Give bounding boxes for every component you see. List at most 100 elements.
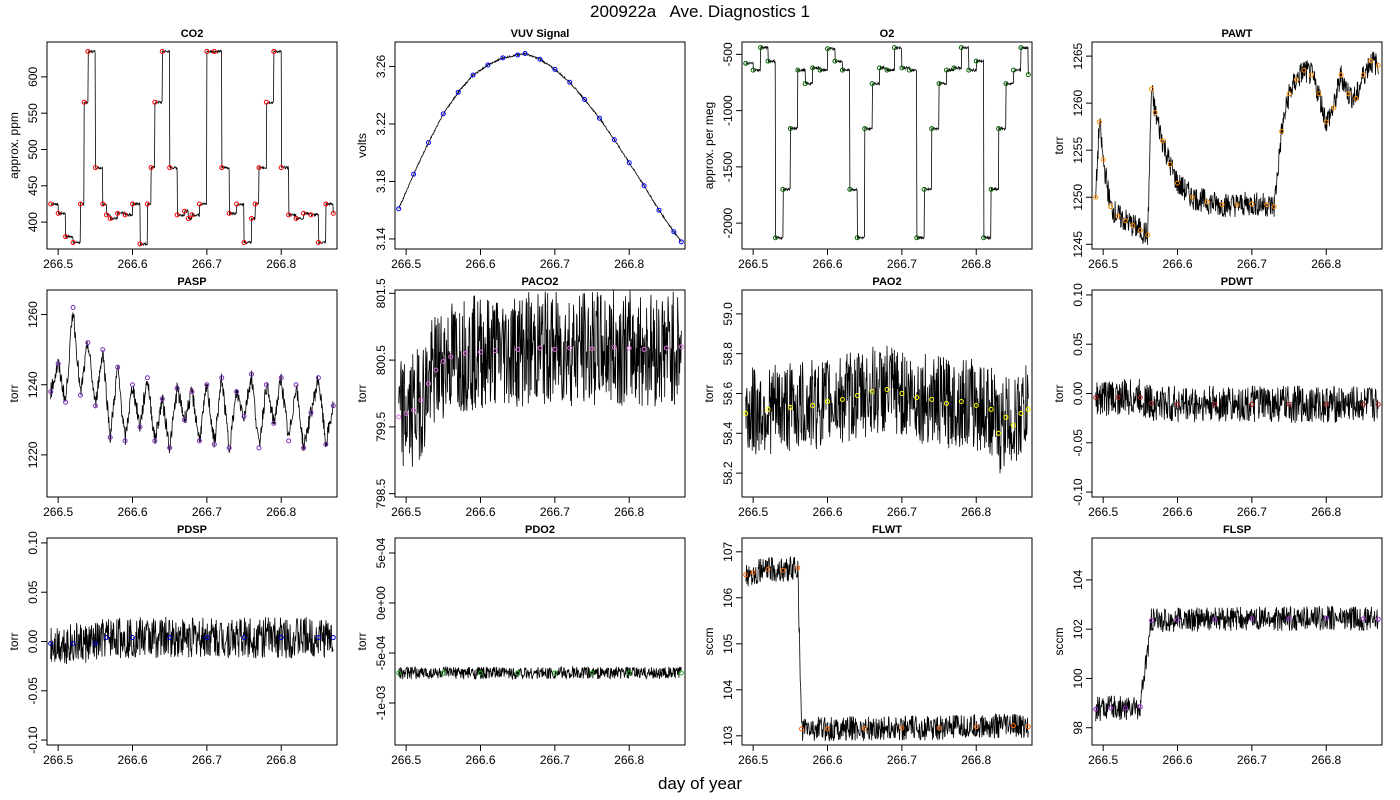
- average-marker: [1148, 86, 1154, 92]
- average-marker: [973, 724, 979, 730]
- raw-data-trace: [1095, 605, 1379, 722]
- average-marker: [678, 670, 684, 676]
- x-tick-label: 266.5: [1088, 257, 1118, 271]
- panel-title: CO2: [181, 28, 204, 40]
- average-marker: [884, 67, 890, 73]
- average-marker: [48, 640, 54, 646]
- plot-area: [396, 51, 684, 245]
- average-marker: [750, 67, 756, 73]
- x-tick-label: 266.7: [1237, 753, 1267, 767]
- average-marker: [522, 51, 528, 56]
- average-marker: [196, 438, 202, 444]
- average-marker: [48, 389, 54, 395]
- raw-data-trace: [745, 45, 1029, 241]
- average-marker: [440, 358, 446, 364]
- average-marker: [263, 382, 269, 388]
- average-marker: [411, 171, 417, 177]
- x-tick-label: 266.5: [1088, 753, 1118, 767]
- average-marker: [656, 207, 662, 213]
- x-tick-label: 266.6: [117, 505, 147, 519]
- y-tick-label: 0e+00: [374, 586, 388, 620]
- average-marker: [1316, 91, 1322, 97]
- x-tick-label: 266.7: [540, 257, 570, 271]
- y-tick-label: 0.10: [1071, 283, 1085, 307]
- y-axis-label: volts: [355, 133, 369, 158]
- average-marker: [1293, 77, 1299, 83]
- average-marker: [48, 201, 54, 207]
- average-marker: [144, 375, 150, 381]
- plot-frame: [46, 289, 338, 498]
- x-tick-label: 266.5: [391, 753, 421, 767]
- average-marker: [817, 67, 823, 73]
- average-marker: [1346, 91, 1352, 97]
- panel-o2: O2 266.5 266.6 266.7 266.8 -2000 -1500 -1000 -50…: [702, 28, 1033, 271]
- average-marker: [107, 215, 113, 221]
- panel-pawt: PAWT 266.5 266.6 266.7 266.8 1245 1250 1255 1260…: [1052, 28, 1383, 271]
- average-marker: [750, 570, 756, 575]
- average-marker: [611, 137, 617, 143]
- average-marker: [765, 566, 771, 572]
- average-marker: [470, 72, 476, 78]
- x-tick-label: 266.8: [961, 257, 991, 271]
- x-tick-label: 266.5: [391, 505, 421, 519]
- average-marker: [1338, 72, 1344, 78]
- y-axis-label: sccm: [702, 628, 716, 656]
- average-marker: [211, 48, 217, 54]
- x-tick-label: 266.5: [738, 505, 768, 519]
- average-marker: [55, 361, 61, 367]
- panel-flwt: FLWT 266.5 266.6 266.7 266.8 103 104 105 106 107 s…: [702, 524, 1033, 767]
- average-marker: [159, 48, 165, 54]
- average-marker: [515, 670, 521, 676]
- y-tick-label: -1500: [721, 151, 735, 182]
- average-marker: [1323, 401, 1329, 407]
- average-marker: [425, 380, 431, 386]
- average-marker: [671, 229, 677, 235]
- y-tick-label: 1260: [26, 301, 40, 328]
- average-marker: [641, 183, 647, 189]
- x-tick-label: 266.7: [192, 505, 222, 519]
- average-marker: [286, 438, 292, 444]
- average-marker: [455, 89, 461, 95]
- average-marker: [988, 186, 994, 192]
- average-marker: [1130, 222, 1136, 228]
- x-tick-label: 266.8: [1311, 753, 1341, 767]
- plot-frame: [1091, 289, 1383, 498]
- average-marker: [1010, 67, 1016, 73]
- average-marker: [958, 45, 964, 51]
- panel-pao2: PAO2 266.5 266.6 266.7 266.8 58.2 58.4 58.6 58.8…: [702, 276, 1033, 519]
- x-tick-label: 266.7: [540, 753, 570, 767]
- raw-data-trace: [745, 555, 1029, 742]
- average-marker: [103, 212, 109, 218]
- average-marker: [440, 111, 446, 117]
- average-marker: [122, 212, 128, 218]
- average-marker: [167, 635, 173, 641]
- x-tick-label: 266.6: [117, 753, 147, 767]
- average-marker: [936, 725, 942, 731]
- y-tick-label: 3.26: [374, 54, 388, 78]
- y-tick-label: -1000: [721, 95, 735, 126]
- raw-data-trace: [398, 290, 682, 467]
- average-marker: [626, 345, 632, 351]
- raw-data-trace: [50, 616, 334, 665]
- average-marker: [772, 235, 778, 241]
- average-marker: [582, 97, 588, 102]
- x-tick-label: 266.8: [266, 505, 296, 519]
- average-marker: [862, 126, 868, 132]
- y-tick-label: 799.5: [374, 412, 388, 442]
- average-marker: [1375, 401, 1381, 407]
- x-tick-label: 266.8: [266, 753, 296, 767]
- average-marker: [492, 348, 498, 354]
- plot-frame: [741, 41, 1033, 250]
- average-marker: [196, 201, 202, 207]
- y-tick-label: 0.10: [26, 531, 40, 555]
- y-tick-label: -0.10: [1071, 478, 1085, 506]
- average-marker: [780, 567, 786, 573]
- y-tick-label: 1260: [1071, 89, 1085, 116]
- average-marker: [899, 65, 905, 71]
- panel-title: O2: [880, 28, 895, 40]
- average-marker: [70, 305, 76, 311]
- y-tick-label: 550: [26, 103, 40, 123]
- y-tick-label: -5e-04: [374, 635, 388, 670]
- average-marker: [308, 410, 314, 416]
- average-marker: [1234, 202, 1240, 208]
